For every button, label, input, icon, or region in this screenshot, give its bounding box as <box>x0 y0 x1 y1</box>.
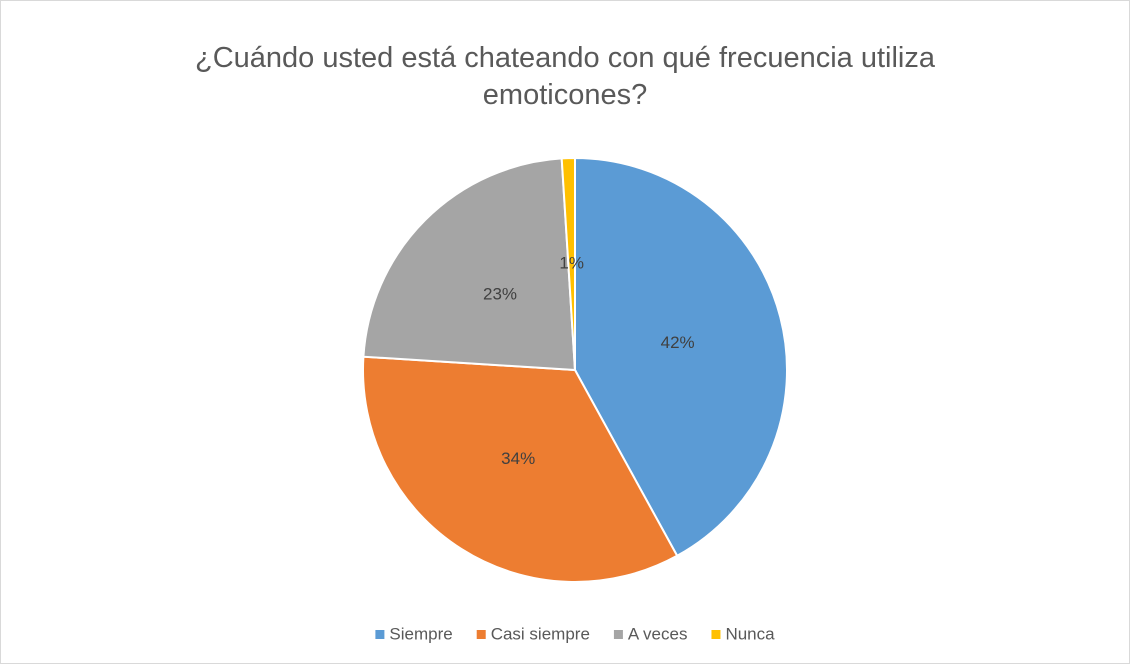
legend-label: Casi siempre <box>491 624 590 643</box>
legend-marker <box>613 630 623 639</box>
pie-slice <box>560 156 576 371</box>
legend-marker <box>375 630 385 639</box>
data-label: 34% <box>501 449 535 468</box>
legend-marker <box>711 630 721 639</box>
legend-label: Nunca <box>725 624 775 643</box>
data-label: 1% <box>559 254 584 273</box>
data-label: 42% <box>661 333 695 352</box>
legend-label: Siempre <box>389 624 452 643</box>
pie-slice <box>362 157 577 372</box>
data-label: 23% <box>483 285 517 304</box>
pie-slice <box>362 355 679 583</box>
chart-title: ¿Cuándo usted está chateando con qué fre… <box>195 42 935 111</box>
pie-slice <box>574 156 788 558</box>
legend-marker <box>476 630 486 639</box>
legend-label: A veces <box>628 624 688 643</box>
